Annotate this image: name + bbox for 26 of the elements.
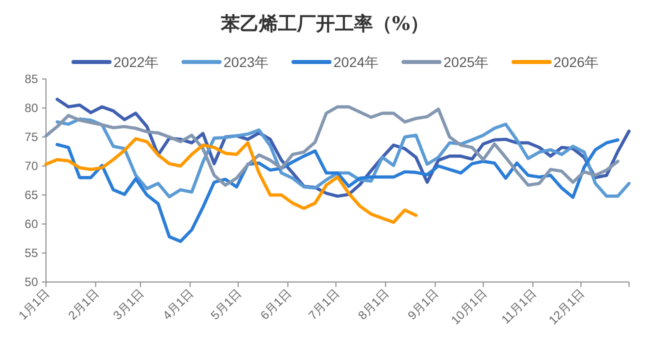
x-tick-label: 6月1日 [258, 286, 294, 323]
y-tick-label: 50 [24, 275, 38, 289]
legend-label: 2025年 [444, 54, 489, 70]
x-tick-label: 3月1日 [110, 286, 147, 323]
legend-label: 2023年 [224, 54, 269, 70]
x-tick-label: 4月1日 [160, 286, 196, 323]
y-tick-label: 65 [24, 188, 38, 202]
y-tick-label: 70 [24, 159, 38, 173]
y-tick-label: 60 [24, 217, 38, 231]
x-tick-label: 9月1日 [405, 286, 442, 323]
x-tick-label: 2月1日 [65, 286, 102, 323]
y-tick-label: 55 [24, 246, 38, 260]
legend-label: 2022年 [114, 54, 159, 70]
x-tick-label: 12月1日 [546, 286, 588, 328]
x-tick-label: 5月1日 [208, 286, 244, 323]
x-tick-label: 1月1日 [16, 286, 52, 323]
legend-label: 2026年 [554, 54, 599, 70]
y-tick-label: 80 [24, 101, 38, 115]
x-tick-label: 8月1日 [355, 286, 392, 323]
x-tick-label: 7月1日 [306, 286, 342, 323]
y-tick-label: 75 [24, 130, 38, 144]
y-tick-label: 85 [24, 72, 38, 86]
x-tick-label: 10月1日 [448, 286, 490, 328]
x-tick-label: 11月1日 [498, 286, 540, 327]
legend-label: 2024年 [334, 54, 379, 70]
title: 苯乙烯工厂开工率（%） [220, 13, 430, 35]
